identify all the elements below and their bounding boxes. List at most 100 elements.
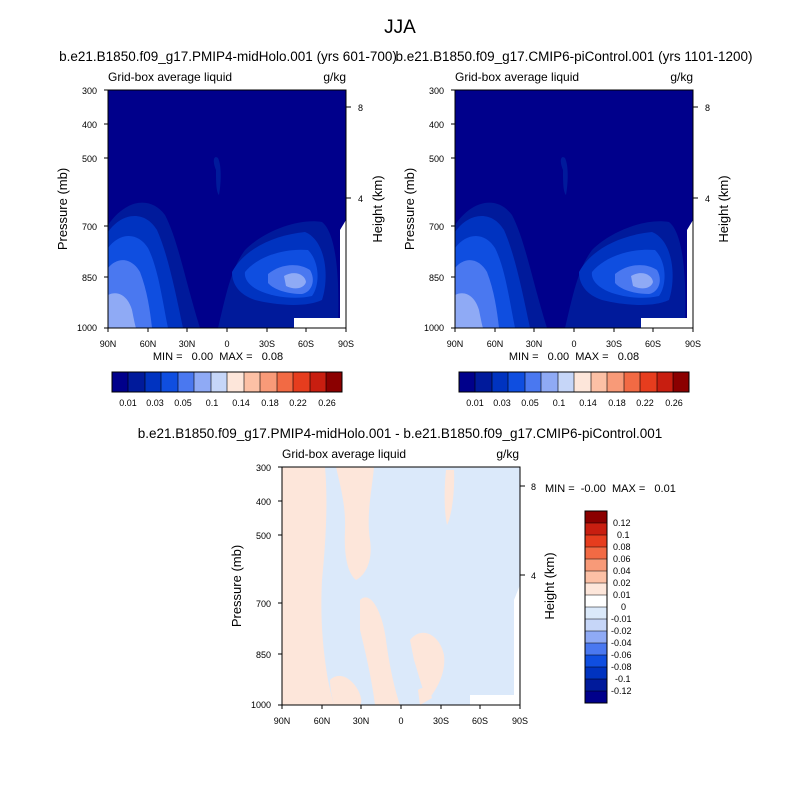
panel-1-colorbar-label: 0.18 [261,398,279,408]
panel-diff-positive-region [336,467,374,580]
panel-diff-colorbar-label: 0.08 [613,542,631,552]
panel-diff-colorbar-swatch [585,559,607,571]
panel-2-units-label: g/kg [670,70,693,84]
panel-diff-colorbar-swatch [585,535,607,547]
panel-2-colorbar-swatch [673,372,689,392]
panel-1-contour-level-5-south [284,273,306,289]
panel-1-axes: 300 400 500 700 850 1000 8 4 90N 60N 30N… [55,86,385,363]
panel-2-stats: MIN = 0.00 MAX = 0.08 [509,351,639,363]
panel-diff-colorbar-label: 0.04 [613,566,631,576]
panel-diff-xtick-label: 30S [433,716,449,726]
panel-1-plot-area [107,89,347,329]
panel-2-colorbar: 0.01 0.03 0.05 0.1 0.14 0.18 0.22 0.26 [458,371,690,408]
panel-diff-colorbar-label: -0.02 [611,626,632,636]
panel-2-colorbar-swatch [475,372,492,392]
panel-diff-ylabel-right: Height (km) [542,552,557,619]
panel-1-right-tick-label: 4 [358,194,363,204]
panel-diff-colorbar-label: -0.12 [611,686,632,696]
panel-diff-ytick-label: 1000 [251,700,271,710]
panel-1-ytick-label: 300 [82,86,97,96]
panel-1: b.e21.B1850.f09_g17.PMIP4-midHolo.001 (y… [55,49,397,408]
panel-diff-positive-region [418,687,432,705]
panel-1-colorbar-swatch [244,372,260,392]
panel-diff-colorbar-label: -0.08 [611,662,632,672]
panel-2-colorbar-swatch [558,372,574,392]
panel-diff-colorbar-label: 0.1 [617,530,630,540]
panel-diff-xtick-label: 60N [314,716,331,726]
panel-2-xtick-label: 30N [526,339,543,349]
panel-1-xtick-label: 60S [298,339,314,349]
panel-diff-colorbar-label: -0.04 [611,638,632,648]
panel-1-xtick-label: 90S [338,339,354,349]
panel-diff-xtick-label: 30N [353,716,370,726]
panel-diff-colorbar-swatch [585,595,607,607]
panel-diff-units-label: g/kg [496,447,519,461]
panel-2-ytick-label: 300 [429,86,444,96]
panel-1-colorbar-swatch [211,372,227,392]
panel-2-ytick-label: 1000 [424,323,444,333]
panel-diff-colorbar-swatch [585,631,607,643]
panel-2-xtick-label: 90N [447,339,464,349]
panel-2-contour-level-5 [455,293,483,328]
panel-2-colorbar-dividers [474,372,674,392]
panel-2-colorbar-frame [458,371,690,393]
panel-2-xtick-label: 60N [487,339,504,349]
panel-diff-ytick-label: 500 [256,531,271,541]
panel-diff-xtick-label: 90S [512,716,528,726]
panel-diff-stats: MIN = -0.00 MAX = 0.01 [545,483,676,495]
panel-1-colorbar-swatch [128,372,145,392]
panel-diff-yticks [278,466,282,706]
panel-1-xtick-label: 30S [259,339,275,349]
panel-2-colorbar-swatch [640,372,657,392]
panel-2-colorbar-swatch [624,372,640,392]
panel-1-colorbar-label: 0.05 [174,398,192,408]
panel-diff-right-tick-label: 8 [531,482,536,492]
panel-diff-ylabel: Pressure (mb) [229,545,244,627]
panel-2-variable-label: Grid-box average liquid [455,70,579,84]
panel-2-colorbar-swatch [508,372,525,392]
panel-1-colorbar-swatch [161,372,178,392]
panel-2-colorbar-swatch [591,372,607,392]
panel-diff-ytick-label: 700 [256,599,271,609]
panel-1-variable-label: Grid-box average liquid [108,70,232,84]
panel-diff-ytick-label: 850 [256,650,271,660]
panel-1-ytick-label: 1000 [77,323,97,333]
panel-1-colorbar-swatch [293,372,310,392]
panel-2-colorbar-swatch [525,372,541,392]
panel-diff-positive-region [410,632,445,700]
panel-1-tropical-cell [213,157,221,195]
panel-2-colorbar-label: 0.03 [493,398,511,408]
figure-title: JJA [384,17,416,38]
panel-1-ylabel: Pressure (mb) [55,168,70,250]
panel-diff-missing-orography [470,585,520,705]
panel-diff-xtick-label: 90N [274,716,291,726]
panel-1-ytick-label: 850 [82,273,97,283]
panel-diff-ytick-label: 400 [256,497,271,507]
panel-2-ylabel-right: Height (km) [716,175,731,242]
panel-diff-axes: 300 400 500 700 850 1000 8 4 90N 60N 30N… [229,463,676,726]
panel-1-yticks [104,89,108,329]
panel-2-colorbar-swatch [657,372,673,392]
panel-1-missing-orography [294,220,346,328]
panel-1-colorbar-swatch [277,372,293,392]
panel-diff-colorbar-frame[interactable] [584,510,608,704]
panel-diff-colorbar-dividers [585,522,607,692]
panel-2-xtick-label: 90S [685,339,701,349]
panel-2-colorbar-label: 0.1 [553,398,566,408]
panel-2-colorbar-swatch [607,372,624,392]
panel-2-ytick-label: 700 [429,222,444,232]
panel-1-xtick-label: 90N [100,339,117,349]
panel-1-contour-fills [108,157,346,328]
panel-2-right-tick-label: 4 [705,194,710,204]
panel-diff-colorbar-swatch [585,571,607,583]
panel-2-colorbar-label: 0.18 [608,398,626,408]
panel-diff-colorbar-label: -0.1 [615,674,631,684]
panel-2-plot-area [454,89,694,329]
panel-diff-colorbar-swatch [585,619,607,631]
panel-1-colorbar-swatch [145,372,161,392]
panel-diff-colorbar-swatch [585,679,607,691]
panel-diff-positive-region [330,675,362,705]
panel-diff-colorbar-label: 0.06 [613,554,631,564]
panel-1-right-tick-label: 8 [358,103,363,113]
panel-1-xtick-label: 60N [140,339,157,349]
